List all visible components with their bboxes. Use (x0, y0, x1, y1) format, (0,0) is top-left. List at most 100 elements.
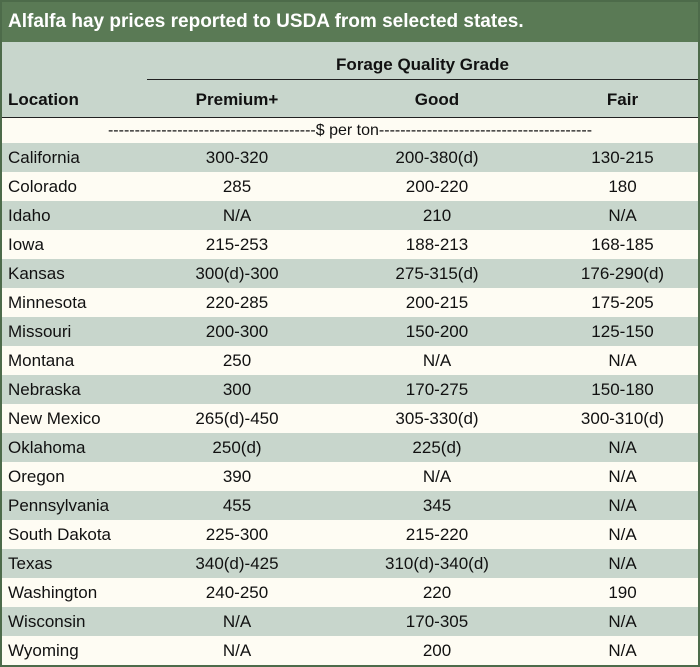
good-cell: N/A (422, 467, 452, 486)
location-cell: Iowa (8, 235, 44, 254)
good-cell: 200-380(d) (395, 148, 479, 167)
column-header-premium: Premium+ (195, 90, 279, 109)
fair-cell: N/A (608, 612, 637, 631)
premium-cell: 225-300 (205, 525, 269, 544)
location-cell: Idaho (8, 206, 51, 225)
table-row: Kansas 300(d)-300 275-315(d) 176-290(d) (2, 259, 698, 288)
good-cell: 215-220 (405, 525, 469, 544)
premium-cell: 340(d)-425 (195, 554, 279, 573)
fair-cell: 180 (608, 177, 637, 196)
premium-cell: 250(d) (212, 438, 262, 457)
premium-cell: 250 (222, 351, 252, 370)
location-cell: Washington (8, 583, 98, 602)
table-row: Texas 340(d)-425 310(d)-340(d) N/A (2, 549, 698, 578)
table-title: Alfalfa hay prices reported to USDA from… (2, 2, 698, 42)
good-cell: 200 (422, 641, 452, 660)
fair-cell: N/A (608, 554, 637, 573)
good-cell: 220 (422, 583, 452, 602)
table-row: Missouri 200-300 150-200 125-150 (2, 317, 698, 346)
location-cell: Kansas (8, 264, 65, 283)
location-cell: Minnesota (8, 293, 87, 312)
fair-cell: 190 (608, 583, 637, 602)
table-body: California 300-320 200-380(d) 130-215 Colora… (2, 143, 698, 665)
fair-cell: N/A (608, 438, 637, 457)
table-row: Nebraska 300 170-275 150-180 (2, 375, 698, 404)
premium-cell: N/A (222, 612, 252, 631)
column-header-good: Good (414, 90, 460, 109)
good-cell: 170-305 (405, 612, 469, 631)
premium-cell: 285 (222, 177, 252, 196)
table-row: Washington 240-250 220 190 (2, 578, 698, 607)
premium-cell: 300-320 (205, 148, 269, 167)
premium-cell: 200-300 (205, 322, 269, 341)
good-cell: N/A (422, 351, 452, 370)
good-cell: 225(d) (412, 438, 462, 457)
fair-cell: 150-180 (591, 380, 654, 399)
location-cell: Colorado (8, 177, 77, 196)
fair-cell: N/A (608, 351, 637, 370)
fair-cell: 176-290(d) (580, 264, 665, 283)
premium-cell: 300(d)-300 (195, 264, 279, 283)
good-cell: 200-215 (405, 293, 469, 312)
fair-cell: N/A (608, 496, 637, 515)
fair-cell: N/A (608, 206, 637, 225)
good-cell: 188-213 (405, 235, 469, 254)
group-underline (147, 79, 698, 80)
fair-cell: 300-310(d) (580, 409, 665, 428)
premium-cell: 300 (222, 380, 252, 399)
location-cell: New Mexico (8, 409, 101, 428)
table-row: South Dakota 225-300 215-220 N/A (2, 520, 698, 549)
location-cell: Wyoming (8, 641, 79, 660)
column-header-fair: Fair (606, 90, 639, 109)
unit-label: ---------------------------------------$… (2, 119, 698, 143)
premium-cell: 215-253 (205, 235, 269, 254)
table-row: Colorado 285 200-220 180 (2, 172, 698, 201)
premium-cell: 390 (222, 467, 252, 486)
good-cell: 150-200 (405, 322, 469, 341)
good-cell: 170-275 (405, 380, 469, 399)
header-divider (2, 117, 698, 118)
location-cell: Montana (8, 351, 75, 370)
fair-cell: 130-215 (591, 148, 654, 167)
table-row: Idaho N/A 210 N/A (2, 201, 698, 230)
good-cell: 210 (422, 206, 452, 225)
table-row: Iowa 215-253 188-213 168-185 (2, 230, 698, 259)
column-group-label: Forage Quality Grade (336, 55, 509, 74)
good-cell: 305-330(d) (395, 409, 479, 428)
table-row: Oklahoma 250(d) 225(d) N/A (2, 433, 698, 462)
table-row: Montana 250 N/A N/A (2, 346, 698, 375)
premium-cell: N/A (222, 206, 252, 225)
location-cell: South Dakota (8, 525, 112, 544)
location-cell: Oklahoma (8, 438, 86, 457)
table-row: Oregon 390 N/A N/A (2, 462, 698, 491)
good-cell: 275-315(d) (395, 264, 479, 283)
location-cell: Nebraska (8, 380, 81, 399)
fair-cell: N/A (608, 641, 637, 660)
premium-cell: 455 (222, 496, 252, 515)
premium-cell: 265(d)-450 (195, 409, 279, 428)
location-cell: Texas (8, 554, 53, 573)
location-cell: Missouri (8, 322, 72, 341)
table-row: California 300-320 200-380(d) 130-215 (2, 143, 698, 172)
fair-cell: N/A (608, 467, 637, 486)
premium-cell: 240-250 (205, 583, 269, 602)
location-cell: California (8, 148, 80, 167)
fair-cell: 175-205 (591, 293, 654, 312)
fair-cell: 125-150 (591, 322, 654, 341)
table-row: Wisconsin N/A 170-305 N/A (2, 607, 698, 636)
table-row: Wyoming N/A 200 N/A (2, 636, 698, 665)
good-cell: 310(d)-340(d) (385, 554, 489, 573)
fair-cell: 168-185 (591, 235, 654, 254)
location-cell: Wisconsin (8, 612, 86, 631)
good-cell: 345 (422, 496, 452, 515)
table-row: Pennsylvania 455 345 N/A (2, 491, 698, 520)
premium-cell: N/A (222, 641, 252, 660)
good-cell: 200-220 (405, 177, 469, 196)
location-cell: Oregon (8, 467, 65, 486)
table-row: Minnesota 220-285 200-215 175-205 (2, 288, 698, 317)
table-row: New Mexico 265(d)-450 305-330(d) 300-310(d) (2, 404, 698, 433)
premium-cell: 220-285 (205, 293, 269, 312)
table-header: Forage Quality Grade Location Premium+ G… (2, 42, 698, 118)
fair-cell: N/A (608, 525, 637, 544)
